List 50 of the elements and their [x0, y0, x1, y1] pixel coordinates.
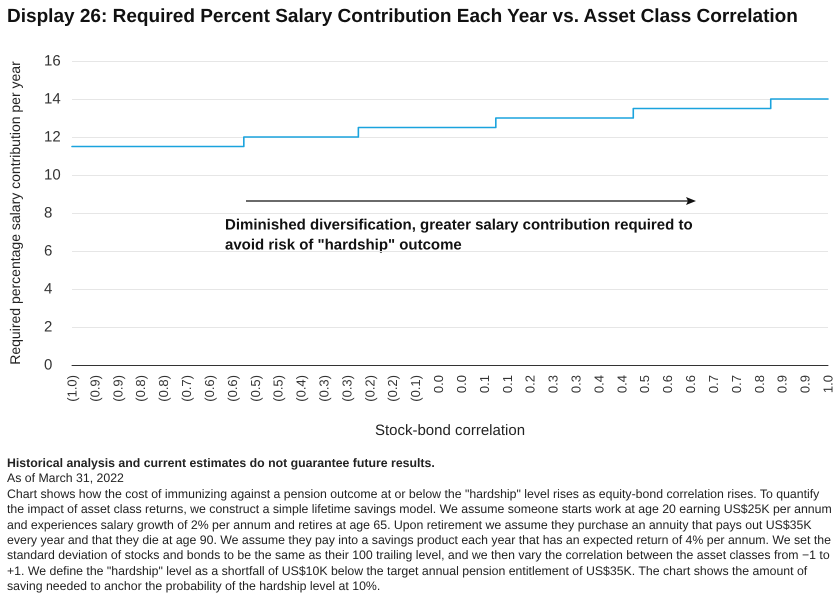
x-tick-label: 0.4: [591, 375, 606, 394]
chart-title: Display 26: Required Percent Salary Contribution Each Year vs. Asset Class Correlation: [7, 6, 798, 28]
x-tick-label: 1.0: [820, 375, 836, 394]
x-tick-label: 0.7: [728, 375, 744, 394]
y-tick-label: 10: [44, 166, 61, 184]
y-tick-label: 14: [44, 90, 61, 108]
x-tick-label: (0.5): [270, 375, 286, 402]
x-tick-label: (0.7): [179, 375, 194, 402]
x-tick-label: 0.7: [706, 375, 721, 394]
x-tick-label: 0.6: [660, 375, 676, 394]
x-tick-label: 0.3: [546, 375, 561, 394]
x-tick-label: 0.0: [454, 375, 469, 394]
y-axis-title: Required percentage salary contribution per year: [7, 60, 23, 365]
x-tick-label: (0.9): [110, 375, 126, 402]
x-tick-label: 0.9: [774, 375, 790, 394]
x-tick-label: 0.1: [500, 375, 515, 394]
y-tick-label: 6: [44, 242, 52, 260]
annotation: Diminished diversification, greater salary contribution required to avoid risk of "hardship" outcome: [225, 216, 697, 254]
x-tick-label: 0.2: [522, 375, 538, 394]
y-tick-label: 4: [44, 280, 52, 298]
x-tick-label: (0.5): [248, 375, 263, 402]
x-tick-label: (0.2): [362, 375, 378, 402]
x-tick-label: (0.1): [408, 375, 424, 402]
y-tick-label: 12: [44, 128, 61, 146]
text: As of March 31, 2022: [7, 471, 125, 487]
y-tick-label: 16: [44, 52, 61, 70]
x-tick-label: (0.8): [133, 375, 148, 402]
x-tick-label: (0.2): [385, 375, 400, 402]
x-tick-label: 0.1: [476, 375, 492, 394]
text: Chart shows how the cost of immunizing against a pension outcome at or below the "hardship" level rises as equity-bond correlation rises. To quantify the impact of asset class returns, we construct a simple lifetime savings model. We assume someone starts work at age 20 earning US$25K per annum and experiences salary growth of 2% per annum and retires at age 65. Upon retirement we assume they purchase an annuity that pays out US$35K every year and that they die at age 90. We assume they pay into a savings product each year that has an expected return of 4% per annum. We set the standard deviation of stocks and bonds to be the same as their 100 trailing level, and we then vary the correlation between the asset classes from −1 to +1. We define the "hardship" level as a shortfall of US$10K below the target annual pension entitlement of US$35K. The chart shows the amount of saving needed to anchor the probability of the hardship level at 10%.: [7, 486, 833, 595]
text: Historical analysis and current estimates do not guarantee future results.: [7, 456, 436, 472]
x-tick-label: (0.3): [316, 375, 332, 402]
x-tick-label: (0.6): [202, 375, 217, 402]
x-axis-title: Stock-bond correlation: [374, 422, 526, 439]
x-tick-label: 0.4: [614, 375, 630, 394]
x-tick-label: 0.9: [798, 375, 813, 394]
y-tick-label: 2: [44, 318, 52, 336]
y-tick-label: 0: [44, 356, 52, 374]
x-tick-label: 0.8: [752, 375, 767, 394]
x-tick-label: (0.8): [156, 375, 172, 402]
x-tick-label: 0.3: [568, 375, 584, 394]
x-tick-label: 0.5: [637, 375, 652, 394]
x-tick-label: (0.9): [87, 375, 102, 402]
x-tick-label: (0.4): [294, 375, 309, 402]
x-tick-label: (1.0): [64, 375, 80, 402]
x-tick-label: (0.3): [339, 375, 354, 402]
x-tick-label: (0.6): [224, 375, 240, 402]
x-tick-label: 0.0: [431, 375, 446, 394]
x-tick-label: 0.6: [683, 375, 698, 394]
y-tick-label: 8: [44, 204, 52, 222]
